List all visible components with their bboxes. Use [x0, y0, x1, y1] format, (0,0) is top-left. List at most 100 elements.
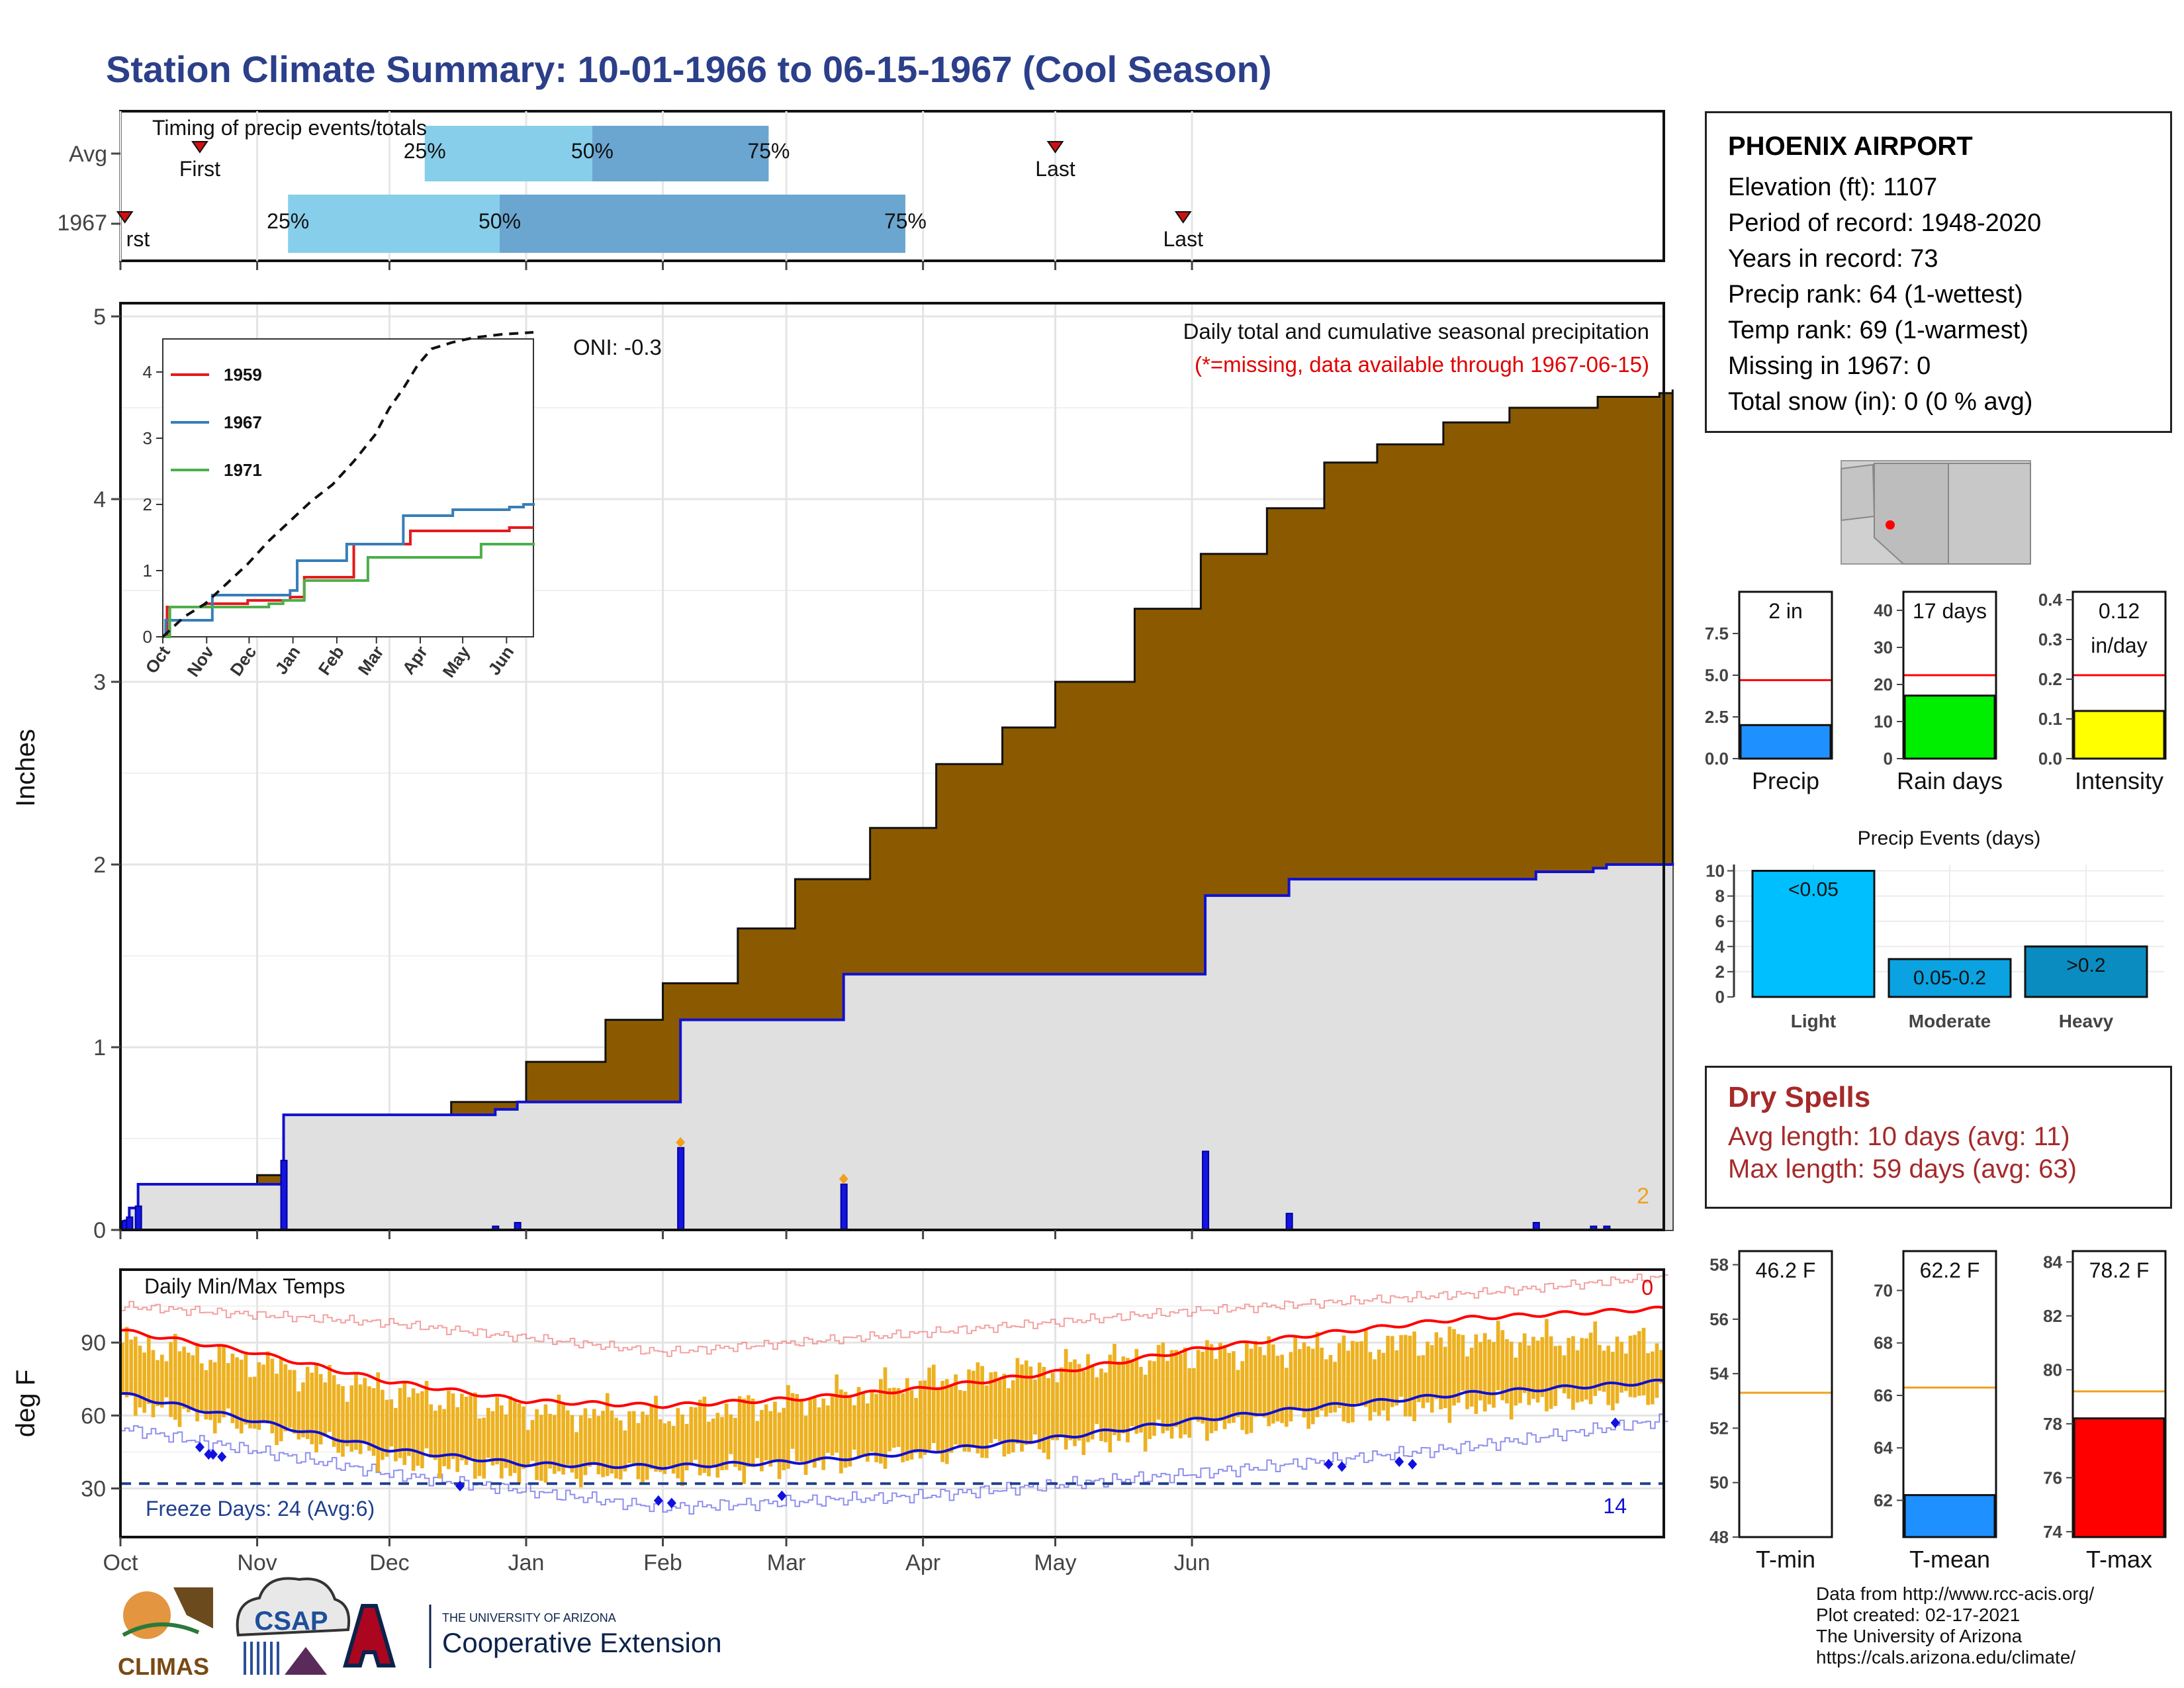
daily-temp-bar	[199, 1363, 204, 1413]
daily-temp-bar	[1148, 1360, 1152, 1439]
daily-temp-bar	[786, 1385, 790, 1469]
daily-temp-bar	[1408, 1335, 1412, 1417]
inset-ytick-label: 1	[143, 561, 152, 581]
daily-temp-bar	[817, 1407, 821, 1462]
mini-ytick-label: 80	[2043, 1360, 2062, 1380]
last-event-marker	[1046, 141, 1064, 154]
last-label: Last	[1035, 157, 1075, 181]
daily-temp-bar	[1205, 1340, 1209, 1441]
timing-panel: 25% 50% 75% Last First 25% 50% 75% Last rst Timing…	[57, 110, 1665, 270]
daily-temp-bar	[588, 1418, 592, 1467]
daily-temp-bar	[649, 1406, 654, 1470]
inset-series-line	[163, 503, 535, 638]
daily-temp-bar	[420, 1391, 424, 1469]
daily-temp-bar	[1245, 1342, 1249, 1434]
mini-panel-label: Rain days	[1897, 767, 2003, 794]
daily-temp-bar	[1258, 1346, 1262, 1414]
daily-temp-bar	[641, 1411, 645, 1484]
daily-temp-bar	[1527, 1345, 1531, 1405]
daily-temp-bar	[813, 1397, 817, 1468]
dry-spells-avg: Avg length: 10 days (avg: 11)	[1728, 1122, 2070, 1151]
mini-ytick-label: 0.1	[2038, 709, 2062, 729]
daily-temp-bar	[1297, 1348, 1302, 1409]
daily-temp-bar	[627, 1411, 631, 1464]
daily-temp-bar	[1562, 1355, 1567, 1393]
daily-temp-bar	[1421, 1355, 1426, 1409]
mini-panel-frame	[2071, 590, 2167, 760]
page-title: Station Climate Summary: 10-01-1966 to 0…	[106, 48, 1272, 90]
mini-value-label: 78.2 F	[2089, 1258, 2150, 1282]
daily-temp-bar	[208, 1360, 212, 1421]
daily-temp-bar	[1042, 1366, 1046, 1453]
inset-ytick-label: 2	[143, 494, 152, 514]
daily-temp-bar	[1156, 1344, 1161, 1420]
daily-temp-bar	[173, 1333, 177, 1420]
temp-bar-panel: 48 50 52 54 56 58 46.2 F T-min	[1709, 1250, 1833, 1573]
timing-label-50: 50%	[571, 139, 614, 163]
daily-temp-bar	[1487, 1339, 1492, 1405]
daily-temp-bar	[1020, 1364, 1024, 1452]
daily-temp-bar	[252, 1376, 257, 1429]
cumulative-1967-line	[120, 863, 1674, 1231]
mini-panel-frame	[2071, 1250, 2167, 1538]
daily-temp-bar	[1628, 1335, 1633, 1397]
daily-temp-bar	[349, 1385, 354, 1452]
daily-temp-bar	[1430, 1345, 1434, 1413]
avg-tmin-line	[120, 1378, 1664, 1470]
daily-temp-bar	[1567, 1338, 1571, 1399]
daily-temp-bar	[914, 1397, 918, 1453]
daily-temp-bar	[826, 1405, 830, 1453]
inset-ytick-label: 0	[143, 627, 152, 647]
daily-temp-bar	[760, 1409, 764, 1472]
mini-ytick-label: 58	[1709, 1255, 1729, 1275]
temps-ylabel: deg F	[11, 1370, 40, 1437]
daily-temp-bar	[1416, 1355, 1421, 1403]
month-label: Apr	[905, 1550, 940, 1575]
timing-bar-q50-q75	[592, 126, 769, 181]
first-label-truncated: rst	[126, 227, 150, 251]
daily-temp-bar	[918, 1380, 923, 1459]
daily-temp-bar	[328, 1364, 332, 1432]
daily-temp-bar	[1315, 1331, 1320, 1417]
mini-panel-label: T-max	[2086, 1546, 2152, 1573]
daily-temp-bar	[318, 1374, 323, 1445]
daily-temp-bar	[455, 1407, 460, 1472]
daily-temp-bar	[636, 1423, 641, 1479]
freeze-days-label: Freeze Days: 24 (Avg:6)	[146, 1497, 375, 1521]
mini-value-bar	[1903, 1494, 1996, 1538]
mini-ytick-label: 62	[1874, 1491, 1893, 1511]
daily-temp-bar	[301, 1382, 305, 1438]
daily-temp-bar	[1399, 1335, 1403, 1397]
daily-temp-bar	[1187, 1368, 1192, 1438]
mini-ytick-label: 78	[2043, 1414, 2062, 1434]
month-label: Dec	[369, 1550, 409, 1575]
daily-temp-bar	[618, 1420, 623, 1480]
daily-temp-bar	[848, 1395, 852, 1467]
daily-precip-bar	[840, 1184, 848, 1231]
daily-temp-bar	[1218, 1342, 1222, 1421]
daily-temp-bar	[1139, 1366, 1143, 1433]
station-period: Period of record: 1948-2020	[1728, 209, 2042, 237]
daily-temp-bar	[1060, 1367, 1064, 1436]
daily-temp-bar	[1575, 1350, 1580, 1403]
mini-value-label: 46.2 F	[1756, 1258, 1816, 1282]
daily-temp-bar	[195, 1343, 199, 1422]
daily-temp-bar	[482, 1417, 486, 1479]
freeze-marker	[455, 1480, 465, 1491]
daily-temp-bar	[1514, 1357, 1518, 1406]
daily-temp-bar	[1522, 1333, 1527, 1393]
timing-label-25: 25%	[404, 139, 446, 163]
oni-label: ONI: -0.3	[573, 335, 662, 359]
avg-tmax-line	[120, 1305, 1664, 1409]
last-event-marker	[1174, 211, 1192, 224]
daily-temp-bar	[1479, 1342, 1482, 1401]
daily-temp-bar	[870, 1391, 874, 1452]
daily-temp-bar	[1346, 1350, 1350, 1423]
credits: Data from http://www.rcc-acis.org/ Plot …	[1816, 1583, 2094, 1668]
daily-temp-bar	[623, 1430, 627, 1472]
daily-temp-bar	[1403, 1335, 1408, 1417]
daily-temp-bar	[592, 1409, 596, 1464]
daily-temp-bar	[1659, 1350, 1664, 1384]
daily-temp-bar	[460, 1393, 464, 1461]
daily-temp-bar	[1350, 1340, 1355, 1423]
